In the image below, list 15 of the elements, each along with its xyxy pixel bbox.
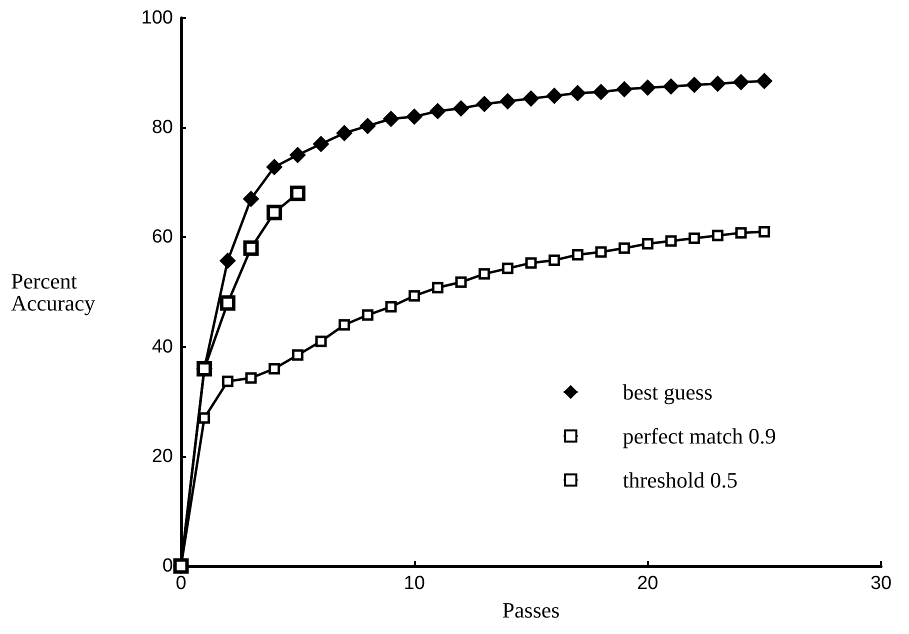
y-axis-title: Percent Accuracy — [11, 268, 96, 316]
y-tick-label: 0 — [162, 556, 173, 576]
legend-label: threshold 0.5 — [622, 468, 738, 492]
x-tick-label: 10 — [404, 573, 425, 594]
y-tick-label: 100 — [141, 8, 173, 28]
y-tick-label: 40 — [152, 336, 173, 358]
y-tick-label: 20 — [152, 446, 173, 467]
x-axis-title: Passes — [502, 598, 560, 622]
y-tick-label: 80 — [152, 117, 173, 138]
legend-label: perfect match 0.9 — [622, 424, 776, 448]
x-tick-label: 0 — [176, 573, 186, 594]
legend-label: best guess — [622, 380, 713, 404]
x-tick-label: 30 — [870, 573, 892, 594]
y-tick-label: 60 — [152, 226, 173, 248]
x-tick-label: 20 — [637, 573, 658, 594]
